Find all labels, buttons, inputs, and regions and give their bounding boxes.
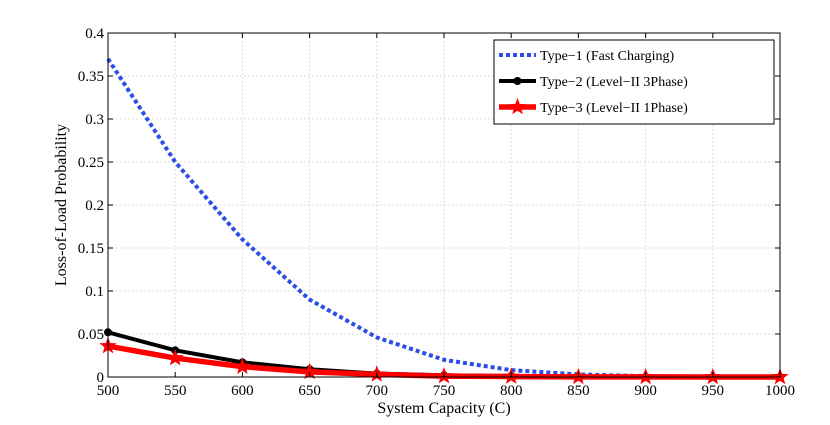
data-point: [233, 357, 251, 374]
y-tick-label: 0.2: [85, 198, 104, 214]
y-tick-label: 0.3: [85, 112, 104, 128]
x-tick-label: 800: [500, 383, 523, 399]
y-tick-label: 0.1: [85, 284, 104, 300]
y-tick-label: 0: [97, 370, 105, 386]
y-axis-label: Loss-of-Load Probability: [53, 124, 70, 286]
x-tick-label: 650: [298, 383, 321, 399]
legend-entry-type-2: Type−2 (Level−II 3Phase): [499, 75, 688, 90]
legend-marker: [513, 77, 522, 85]
legend-marker: [508, 98, 527, 115]
x-axis-label: System Capacity (C): [377, 400, 510, 417]
y-tick-label: 0.15: [78, 241, 104, 257]
axis-ticks: 500 550 600 650 700 750 800 850 900 950 1000 0 0.05 0…: [78, 26, 795, 399]
y-tick-label: 0.05: [78, 327, 104, 343]
legend-label-type-3: Type−3 (Level−II 1Phase): [540, 101, 688, 116]
x-tick-label: 750: [433, 383, 456, 399]
x-tick-label: 700: [366, 383, 389, 399]
legend-label-type-2: Type−2 (Level−II 3Phase): [540, 75, 688, 90]
y-tick-label: 0.35: [78, 69, 104, 85]
y-tick-label: 0.4: [85, 26, 104, 42]
x-tick-label: 500: [97, 383, 120, 399]
x-tick-label: 600: [231, 383, 254, 399]
x-tick-label: 950: [702, 383, 725, 399]
data-point: [166, 349, 184, 366]
x-tick-label: 1000: [765, 383, 795, 399]
x-tick-label: 550: [164, 383, 187, 399]
x-tick-label: 900: [634, 383, 657, 399]
data-point: [301, 362, 319, 380]
y-tick-label: 0.25: [78, 155, 104, 171]
x-tick-label: 850: [567, 383, 590, 399]
legend-entry-type-3: Type−3 (Level−II 1Phase): [499, 98, 688, 116]
legend-entry-type-1: Type−1 (Fast Charging): [499, 49, 675, 64]
legend: Type−1 (Fast Charging) Type−2 (Level−II …: [493, 39, 775, 125]
legend-box: [493, 39, 775, 125]
legend-label-type-1: Type−1 (Fast Charging): [540, 49, 675, 64]
